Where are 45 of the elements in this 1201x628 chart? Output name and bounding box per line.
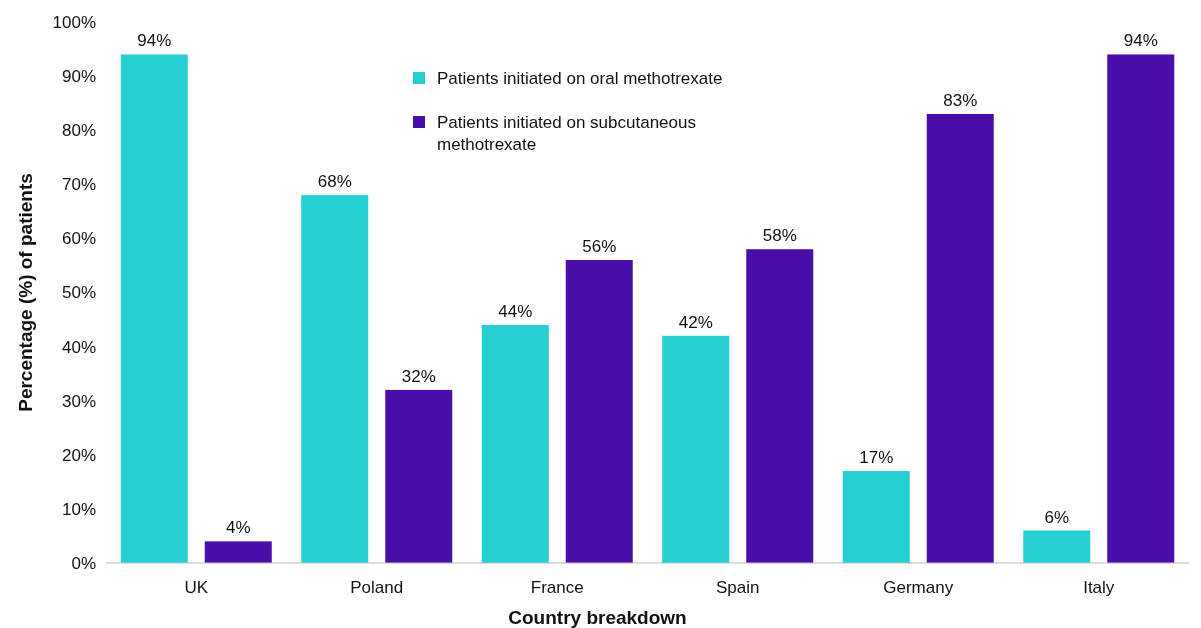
legend-label: Patients initiated on oral methotrexate bbox=[437, 68, 723, 88]
y-tick-label: 70% bbox=[61, 175, 96, 195]
y-tick-label: 90% bbox=[61, 67, 96, 87]
bar bbox=[565, 260, 633, 563]
bar bbox=[926, 113, 994, 563]
bar bbox=[1023, 530, 1091, 563]
bar bbox=[481, 324, 549, 563]
x-tick-label: Spain bbox=[716, 578, 760, 597]
y-tick-label: 10% bbox=[61, 499, 96, 519]
y-tick-label: 60% bbox=[61, 229, 96, 249]
x-tick-label: Germany bbox=[883, 578, 954, 597]
data-label: 83% bbox=[943, 90, 978, 110]
x-tick-label: Italy bbox=[1083, 578, 1115, 597]
bar bbox=[746, 249, 814, 563]
bar bbox=[385, 389, 453, 563]
y-tick-label: 30% bbox=[61, 391, 96, 411]
x-tick-label: UK bbox=[184, 578, 209, 597]
data-label: 56% bbox=[582, 237, 617, 257]
bar bbox=[842, 471, 910, 563]
data-label: 94% bbox=[1123, 31, 1158, 51]
data-label: 42% bbox=[678, 312, 713, 332]
data-label: 6% bbox=[1044, 507, 1070, 527]
data-label: 4% bbox=[225, 518, 251, 538]
data-label: 17% bbox=[859, 448, 894, 468]
data-label: 32% bbox=[401, 366, 436, 386]
y-tick-label: 0% bbox=[71, 553, 96, 573]
x-tick-label: Poland bbox=[350, 578, 404, 597]
bar bbox=[1107, 54, 1175, 563]
data-label: 94% bbox=[137, 31, 172, 51]
data-label: 68% bbox=[317, 172, 352, 192]
data-label: 58% bbox=[762, 226, 797, 246]
bar bbox=[204, 541, 272, 563]
y-tick-label: 40% bbox=[61, 337, 96, 357]
y-tick-label: 20% bbox=[61, 445, 96, 465]
y-tick-label: 80% bbox=[61, 121, 96, 141]
bar bbox=[662, 335, 730, 563]
data-label: 44% bbox=[498, 301, 533, 321]
x-axis-title: Country breakdown bbox=[508, 607, 687, 628]
y-tick-label: 100% bbox=[52, 12, 96, 32]
y-tick-label: 50% bbox=[61, 283, 96, 303]
x-tick-label: France bbox=[530, 578, 584, 597]
bar bbox=[301, 195, 369, 563]
y-axis-title: Percentage (%) of patients bbox=[15, 173, 36, 412]
bar bbox=[120, 54, 188, 563]
legend-label: Patients initiated on subcutaneous methotrexate bbox=[437, 112, 696, 154]
